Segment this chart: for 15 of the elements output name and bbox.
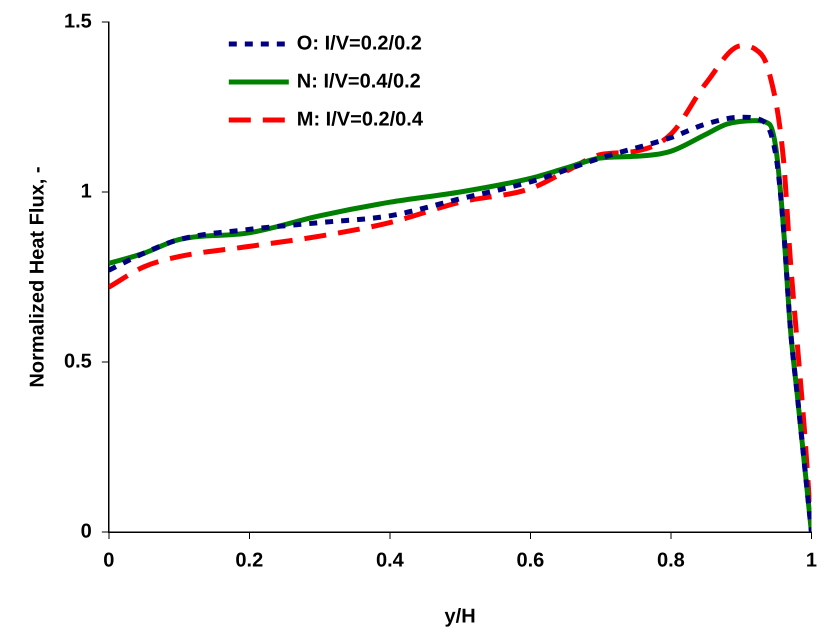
x-tick-label: 0.2 [235, 550, 264, 572]
x-axis-title: y/H [444, 606, 476, 628]
y-tick-label: 1 [80, 180, 92, 203]
x-tick-label: 0.6 [516, 550, 544, 572]
y-tick-label: 0.5 [64, 350, 92, 373]
y-axis-title: Normalized Heat Flux, - [26, 166, 49, 388]
legend-label: N: I/V=0.4/0.2 [296, 70, 421, 93]
x-tick-label: 0.8 [657, 550, 685, 572]
x-tick-label: 0 [103, 550, 114, 572]
x-tick-label: 0.4 [376, 550, 405, 572]
y-tick-label: 0 [80, 520, 92, 543]
legend-label: M: I/V=0.2/0.4 [296, 108, 424, 131]
y-tick-label: 1.5 [64, 10, 92, 33]
x-tick-label: 1 [806, 550, 817, 572]
legend-label: O: I/V=0.2/0.2 [296, 32, 422, 55]
